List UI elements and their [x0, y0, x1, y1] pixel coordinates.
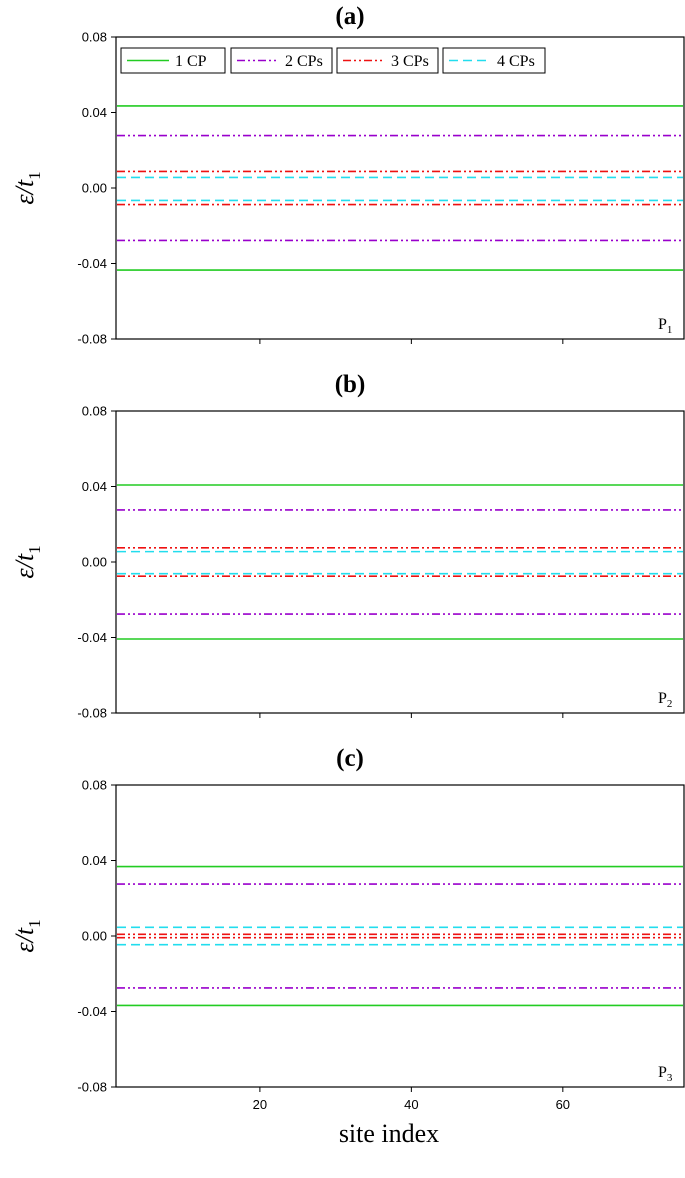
legend-item: 3 CPs — [336, 47, 439, 74]
plot-frame — [115, 36, 685, 340]
corner-label-subscript: 1 — [667, 324, 673, 336]
panel-3: (c) 0.08 0.04 0.00 -0.04 -0.08 20 40 60 ε/t1 P3 — [10, 745, 685, 1112]
y-tick-label: 0.00 — [82, 181, 107, 196]
panel-title: (a) — [335, 3, 364, 30]
legend-label: 1 CP — [175, 53, 207, 70]
y-tick-label: -0.08 — [77, 332, 107, 347]
x-axis-label: site index — [339, 1119, 439, 1148]
y-tick-label: 0.08 — [82, 778, 107, 793]
y-tick-label: -0.08 — [77, 706, 107, 721]
corner-label-main: P — [658, 690, 667, 707]
plot-frame — [115, 784, 685, 1088]
y-tick-label: -0.04 — [77, 1004, 107, 1019]
panel-title: (b) — [335, 371, 366, 398]
y-axis-label-main: ε/t — [10, 553, 39, 578]
legend-label: 4 CPs — [497, 53, 535, 70]
legend-label: 2 CPs — [285, 53, 323, 70]
x-tick-label: 60 — [556, 1097, 570, 1112]
y-axis-label-subscript: 1 — [25, 171, 44, 180]
y-axis-label-main: ε/t — [10, 927, 39, 952]
panel-corner-label: P2 — [658, 690, 672, 710]
legend-item: 2 CPs — [230, 47, 333, 74]
legend-item: 4 CPs — [442, 47, 546, 74]
panel-corner-label: P3 — [658, 1064, 673, 1084]
corner-label-subscript: 2 — [667, 698, 673, 710]
legend-box — [230, 47, 333, 74]
legend-label: 3 CPs — [391, 53, 429, 70]
y-tick-label: 0.04 — [82, 105, 107, 120]
legend: 1 CP 2 CPs 3 CPs 4 CPs — [120, 47, 546, 74]
y-axis-label: ε/t1 — [10, 171, 44, 204]
plot-frame — [115, 410, 685, 714]
y-tick-label: 0.00 — [82, 555, 107, 570]
y-tick-label: 0.08 — [82, 30, 107, 45]
legend-item: 1 CP — [120, 47, 226, 74]
corner-label-main: P — [658, 316, 667, 333]
y-tick-label: -0.08 — [77, 1080, 107, 1095]
panel-title: (c) — [336, 745, 364, 772]
y-axis-label: ε/t1 — [10, 545, 44, 578]
panel-corner-label: P1 — [658, 316, 672, 336]
y-tick-label: 0.04 — [82, 853, 107, 868]
corner-label-main: P — [658, 1064, 667, 1081]
y-tick-label: 0.04 — [82, 479, 107, 494]
legend-box — [442, 47, 546, 74]
corner-label-subscript: 3 — [667, 1072, 673, 1084]
y-axis-label-subscript: 1 — [25, 919, 44, 928]
x-tick-label: 40 — [404, 1097, 418, 1112]
y-tick-label: 0.00 — [82, 929, 107, 944]
y-axis-label-subscript: 1 — [25, 545, 44, 554]
y-tick-label: -0.04 — [77, 630, 107, 645]
y-axis-label-main: ε/t — [10, 179, 39, 204]
x-tick-label: 20 — [253, 1097, 267, 1112]
y-tick-label: -0.04 — [77, 256, 107, 271]
y-tick-label: 0.08 — [82, 404, 107, 419]
y-axis-label: ε/t1 — [10, 919, 44, 952]
legend-box — [336, 47, 439, 74]
panel-2: (b) 0.08 0.04 0.00 -0.04 -0.08 ε/t1 P2 — [10, 371, 685, 721]
